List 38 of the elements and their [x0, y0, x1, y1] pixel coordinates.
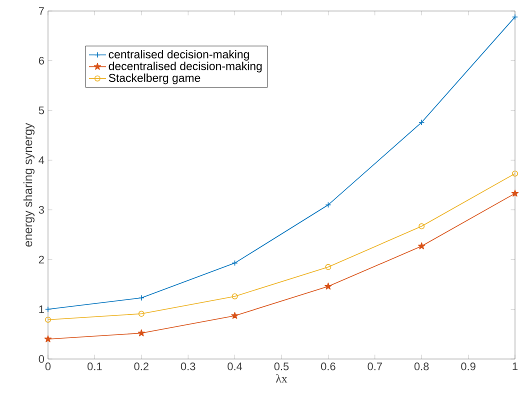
point: [232, 293, 238, 300]
x-tick-label: 1: [512, 362, 518, 370]
legend-label: decentralised decision-making: [108, 62, 262, 72]
y-tick-label: 0: [38, 355, 44, 363]
x-tick-label: 0.8: [414, 362, 429, 370]
legend-label: centralised decision-making: [108, 50, 249, 61]
point: [325, 202, 332, 208]
x-axis-title: λx: [276, 374, 288, 383]
y-tick-label: 4: [38, 156, 44, 164]
x-tick-label: 0.3: [180, 362, 196, 370]
y-axis-title: energy sharing synergy: [23, 122, 35, 247]
x-tick-label: 0: [45, 362, 51, 370]
y-tick-label: 5: [38, 106, 44, 114]
y-tick-label: 7: [38, 7, 44, 15]
point: [511, 190, 519, 197]
y-tick-label: 1: [39, 306, 44, 314]
point: [324, 282, 332, 290]
x-tick-label: 0.6: [321, 362, 336, 370]
x-tick-label: 0.1: [88, 362, 102, 370]
point: [232, 260, 238, 266]
x-tick-label: 0.4: [228, 362, 242, 370]
point: [231, 312, 238, 319]
x-tick-label: 0.7: [368, 362, 382, 370]
legend-label: Stackelberg game: [108, 74, 200, 84]
x-tick-label: 0.9: [461, 362, 476, 370]
point: [418, 242, 426, 250]
point: [44, 335, 52, 342]
point: [418, 119, 425, 126]
point: [138, 294, 144, 301]
point: [138, 310, 144, 317]
y-tick-label: 6: [38, 56, 44, 65]
y-tick-label: 3: [38, 206, 44, 214]
point: [418, 223, 425, 230]
point: [138, 329, 146, 336]
y-tick-label: 2: [38, 256, 44, 264]
x-tick-label: 0.2: [134, 362, 148, 370]
point: [325, 264, 332, 270]
x-tick-label: 0.5: [274, 362, 289, 370]
